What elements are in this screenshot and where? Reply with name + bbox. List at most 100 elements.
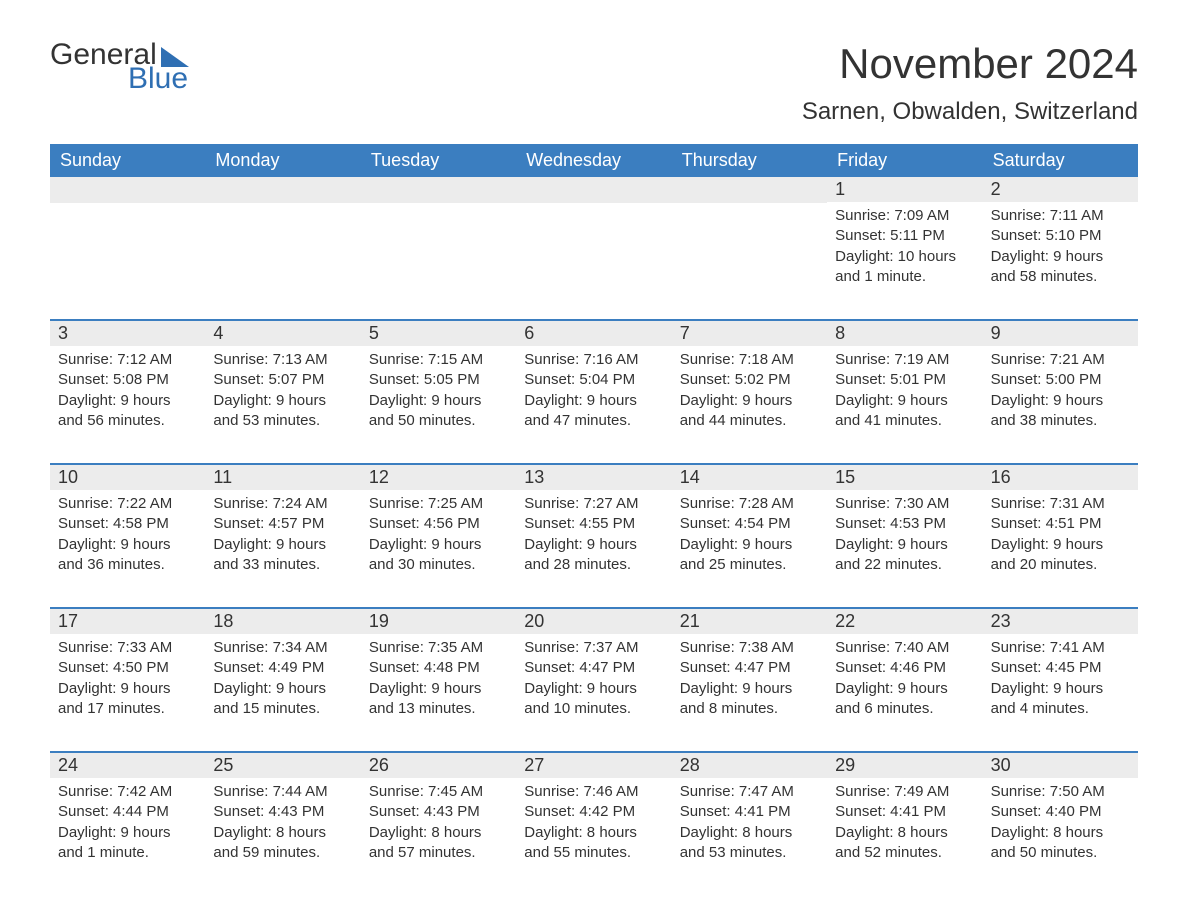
sunrise-text: Sunrise: 7:09 AM [835,206,974,226]
calendar-cell: 13Sunrise: 7:27 AMSunset: 4:55 PMDayligh… [516,465,671,593]
cell-body: Sunrise: 7:25 AMSunset: 4:56 PMDaylight:… [361,490,516,581]
day-header-row: Sunday Monday Tuesday Wednesday Thursday… [50,144,1138,177]
day-number: 1 [827,177,982,202]
cell-body: Sunrise: 7:27 AMSunset: 4:55 PMDaylight:… [516,490,671,581]
sunrise-text: Sunrise: 7:18 AM [680,350,819,370]
calendar-cell: 5Sunrise: 7:15 AMSunset: 5:05 PMDaylight… [361,321,516,449]
daylight-text: Daylight: 9 hours and 17 minutes. [58,679,197,720]
day-number: 15 [827,465,982,490]
calendar-cell [361,177,516,305]
daylight-text: Daylight: 9 hours and 41 minutes. [835,391,974,432]
sunset-text: Sunset: 5:07 PM [213,370,352,390]
sunset-text: Sunset: 5:04 PM [524,370,663,390]
daylight-text: Daylight: 8 hours and 57 minutes. [369,823,508,864]
day-number: 5 [361,321,516,346]
sunset-text: Sunset: 4:47 PM [524,658,663,678]
calendar-cell: 3Sunrise: 7:12 AMSunset: 5:08 PMDaylight… [50,321,205,449]
day-header: Wednesday [516,144,671,177]
sunrise-text: Sunrise: 7:38 AM [680,638,819,658]
calendar-cell: 26Sunrise: 7:45 AMSunset: 4:43 PMDayligh… [361,753,516,881]
daylight-text: Daylight: 9 hours and 28 minutes. [524,535,663,576]
day-number: 21 [672,609,827,634]
sunset-text: Sunset: 4:43 PM [213,802,352,822]
calendar-cell: 25Sunrise: 7:44 AMSunset: 4:43 PMDayligh… [205,753,360,881]
calendar-cell: 22Sunrise: 7:40 AMSunset: 4:46 PMDayligh… [827,609,982,737]
daylight-text: Daylight: 9 hours and 20 minutes. [991,535,1130,576]
sunset-text: Sunset: 4:53 PM [835,514,974,534]
sunset-text: Sunset: 4:47 PM [680,658,819,678]
page-title: November 2024 [802,40,1138,88]
calendar-cell: 28Sunrise: 7:47 AMSunset: 4:41 PMDayligh… [672,753,827,881]
calendar-cell: 17Sunrise: 7:33 AMSunset: 4:50 PMDayligh… [50,609,205,737]
day-header: Monday [205,144,360,177]
day-number: 9 [983,321,1138,346]
sunrise-text: Sunrise: 7:31 AM [991,494,1130,514]
cell-body: Sunrise: 7:49 AMSunset: 4:41 PMDaylight:… [827,778,982,869]
cell-body: Sunrise: 7:12 AMSunset: 5:08 PMDaylight:… [50,346,205,437]
calendar-cell: 29Sunrise: 7:49 AMSunset: 4:41 PMDayligh… [827,753,982,881]
daylight-text: Daylight: 8 hours and 55 minutes. [524,823,663,864]
calendar-cell: 30Sunrise: 7:50 AMSunset: 4:40 PMDayligh… [983,753,1138,881]
sunset-text: Sunset: 4:51 PM [991,514,1130,534]
daylight-text: Daylight: 9 hours and 6 minutes. [835,679,974,720]
calendar-cell [516,177,671,305]
sunset-text: Sunset: 4:54 PM [680,514,819,534]
sunset-text: Sunset: 4:44 PM [58,802,197,822]
daylight-text: Daylight: 9 hours and 56 minutes. [58,391,197,432]
day-number: 12 [361,465,516,490]
cell-body: Sunrise: 7:45 AMSunset: 4:43 PMDaylight:… [361,778,516,869]
day-number: 30 [983,753,1138,778]
sunset-text: Sunset: 4:57 PM [213,514,352,534]
day-number: 10 [50,465,205,490]
sunrise-text: Sunrise: 7:44 AM [213,782,352,802]
logo: General Blue [50,40,189,94]
day-number: 7 [672,321,827,346]
daylight-text: Daylight: 9 hours and 38 minutes. [991,391,1130,432]
sunrise-text: Sunrise: 7:28 AM [680,494,819,514]
calendar-cell [205,177,360,305]
sunrise-text: Sunrise: 7:42 AM [58,782,197,802]
sunrise-text: Sunrise: 7:33 AM [58,638,197,658]
calendar-cell: 11Sunrise: 7:24 AMSunset: 4:57 PMDayligh… [205,465,360,593]
day-number: 6 [516,321,671,346]
daylight-text: Daylight: 9 hours and 44 minutes. [680,391,819,432]
week-row: 17Sunrise: 7:33 AMSunset: 4:50 PMDayligh… [50,607,1138,737]
cell-body: Sunrise: 7:18 AMSunset: 5:02 PMDaylight:… [672,346,827,437]
sunset-text: Sunset: 4:55 PM [524,514,663,534]
day-number: 24 [50,753,205,778]
calendar-cell [50,177,205,305]
day-number: 27 [516,753,671,778]
sunset-text: Sunset: 5:10 PM [991,226,1130,246]
sunset-text: Sunset: 4:40 PM [991,802,1130,822]
sunrise-text: Sunrise: 7:30 AM [835,494,974,514]
daylight-text: Daylight: 9 hours and 15 minutes. [213,679,352,720]
cell-body: Sunrise: 7:35 AMSunset: 4:48 PMDaylight:… [361,634,516,725]
day-header: Tuesday [361,144,516,177]
sunset-text: Sunset: 4:46 PM [835,658,974,678]
calendar-cell: 19Sunrise: 7:35 AMSunset: 4:48 PMDayligh… [361,609,516,737]
daylight-text: Daylight: 9 hours and 8 minutes. [680,679,819,720]
calendar-cell: 18Sunrise: 7:34 AMSunset: 4:49 PMDayligh… [205,609,360,737]
sunrise-text: Sunrise: 7:50 AM [991,782,1130,802]
day-number: 20 [516,609,671,634]
page-header: General Blue November 2024 Sarnen, Obwal… [50,40,1138,126]
sunrise-text: Sunrise: 7:11 AM [991,206,1130,226]
daylight-text: Daylight: 9 hours and 10 minutes. [524,679,663,720]
sunset-text: Sunset: 4:49 PM [213,658,352,678]
daylight-text: Daylight: 9 hours and 58 minutes. [991,247,1130,288]
day-number: 17 [50,609,205,634]
daylight-text: Daylight: 9 hours and 25 minutes. [680,535,819,576]
calendar-cell: 8Sunrise: 7:19 AMSunset: 5:01 PMDaylight… [827,321,982,449]
cell-body: Sunrise: 7:30 AMSunset: 4:53 PMDaylight:… [827,490,982,581]
sunrise-text: Sunrise: 7:16 AM [524,350,663,370]
week-row: 24 Sunrise: 7:42 AMSunset: 4:44 PM Dayligh… [50,751,1138,881]
cell-body: Sunrise: 7:24 AMSunset: 4:57 PMDaylight:… [205,490,360,581]
day-header: Thursday [672,144,827,177]
daylight-text: Daylight: 9 hours and 47 minutes. [524,391,663,432]
sunrise-text: Sunrise: 7:24 AM [213,494,352,514]
sunrise-text: Sunrise: 7:21 AM [991,350,1130,370]
sunrise-text: Sunrise: 7:49 AM [835,782,974,802]
cell-body: Sunrise: 7:21 AMSunset: 5:00 PMDaylight:… [983,346,1138,437]
calendar-cell: 12Sunrise: 7:25 AMSunset: 4:56 PMDayligh… [361,465,516,593]
day-number [50,177,205,203]
